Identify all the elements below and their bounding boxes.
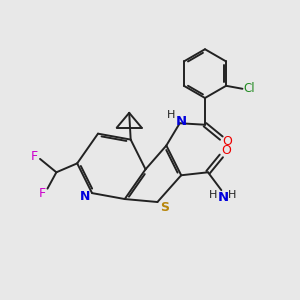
Text: S: S — [160, 201, 169, 214]
Text: N: N — [176, 115, 187, 128]
Text: F: F — [31, 150, 38, 163]
Text: F: F — [38, 187, 46, 200]
Text: H: H — [209, 190, 218, 200]
Text: N: N — [80, 190, 91, 203]
Text: O: O — [222, 144, 232, 157]
Text: N: N — [217, 191, 228, 204]
Text: H: H — [167, 110, 176, 120]
Text: Cl: Cl — [243, 82, 255, 95]
Text: O: O — [222, 135, 232, 148]
Text: H: H — [228, 190, 236, 200]
